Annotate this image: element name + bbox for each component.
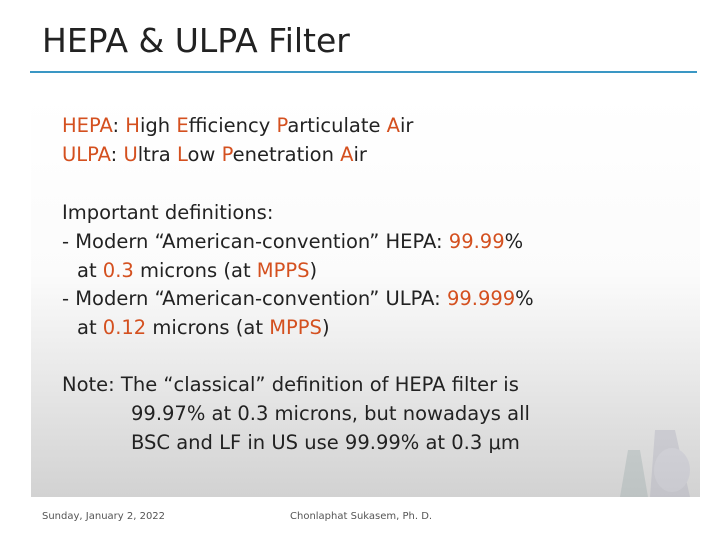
text-segment: ULPA [62, 143, 112, 166]
text-segment: H [125, 114, 140, 137]
text-segment: 0.12 [103, 316, 146, 339]
text-segment: : [113, 114, 126, 137]
body-text: HEPA: High Efficiency Particulate AirULP… [62, 114, 534, 454]
footer-author: Chonlaphat Sukasem, Ph. D. [290, 511, 432, 522]
text-segment: MPPS [257, 259, 310, 282]
text-segment: ) [322, 316, 330, 339]
text-segment: ir [400, 114, 414, 137]
text-segment: P [276, 114, 288, 137]
text-line: - Modern “American-convention” HEPA: 99.… [62, 230, 523, 253]
text-segment: igh [140, 114, 176, 137]
text-segment: A [340, 143, 354, 166]
text-line: HEPA: High Efficiency Particulate Air [62, 114, 414, 137]
text-line: - Modern “American-convention” ULPA: 99.… [62, 287, 534, 310]
text-segment: 99.97% at 0.3 microns, but nowadays all [131, 402, 530, 425]
text-segment: at [77, 259, 103, 282]
text-line: Important definitions: [62, 201, 273, 224]
text-segment: at [77, 316, 103, 339]
text-segment: L [177, 143, 188, 166]
text-segment: A [387, 114, 401, 137]
slide-title: HEPA & ULPA Filter [42, 21, 350, 60]
text-segment: ir [354, 143, 368, 166]
text-segment: HEPA [62, 114, 113, 137]
text-line: at 0.12 microns (at MPPS) [77, 316, 330, 339]
text-segment: Note: The “classical” definition of HEPA… [62, 373, 519, 396]
text-segment: BSC and LF in US use 99.99% at 0.3 μm [131, 431, 520, 454]
text-segment: microns (at [146, 316, 269, 339]
text-segment: ltra [138, 143, 177, 166]
footer-date: Sunday, January 2, 2022 [42, 511, 165, 522]
text-segment: : [111, 143, 124, 166]
text-segment: articulate [287, 114, 386, 137]
text-segment: - Modern “American-convention” HEPA: [62, 230, 449, 253]
text-segment: fficiency [189, 114, 277, 137]
text-line: 99.97% at 0.3 microns, but nowadays all [131, 402, 530, 425]
text-segment: U [123, 143, 137, 166]
text-segment: % [505, 230, 524, 253]
text-segment: 0.3 [103, 259, 134, 282]
text-segment: microns (at [134, 259, 257, 282]
content-panel [31, 94, 700, 497]
text-segment: Important definitions: [62, 201, 273, 224]
text-segment: P [222, 143, 234, 166]
text-segment: ow [187, 143, 221, 166]
text-segment: - Modern “American-convention” ULPA: [62, 287, 447, 310]
text-segment: MPPS [269, 316, 322, 339]
text-line: ULPA: Ultra Low Penetration Air [62, 143, 368, 166]
flask-decoration [620, 430, 690, 497]
text-segment: 99.999 [447, 287, 515, 310]
text-segment: enetration [233, 143, 341, 166]
text-segment: 99.99 [449, 230, 505, 253]
text-line: Note: The “classical” definition of HEPA… [62, 373, 519, 396]
text-segment: % [515, 287, 534, 310]
text-line: BSC and LF in US use 99.99% at 0.3 μm [131, 431, 520, 454]
text-line: at 0.3 microns (at MPPS) [77, 259, 317, 282]
text-segment: ) [310, 259, 318, 282]
text-segment: E [176, 114, 188, 137]
